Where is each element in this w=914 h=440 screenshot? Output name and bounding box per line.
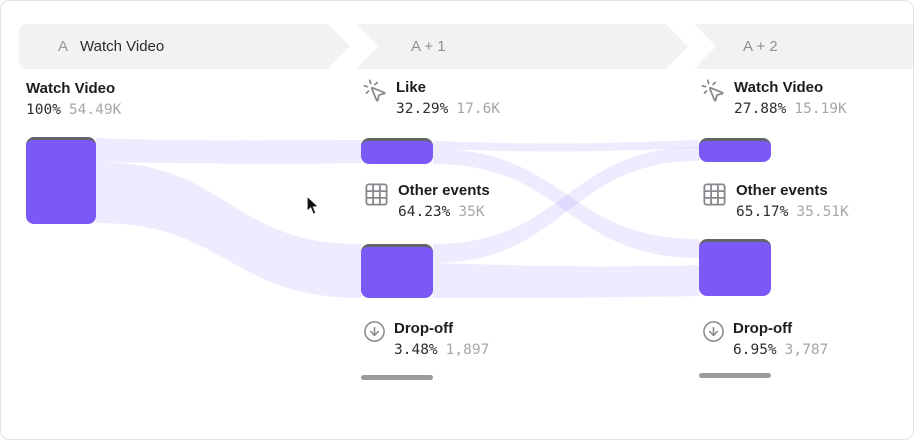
event-stats: 100% 54.49K (26, 101, 121, 120)
event-count: 35K (458, 204, 485, 220)
step-letter-badge: A (58, 38, 69, 55)
dropoff-bar-step1 (361, 375, 433, 380)
event-name: Watch Video (734, 79, 824, 96)
event-percent: 27.88% (734, 101, 787, 117)
grid-events-icon (363, 181, 390, 213)
breadcrumb-step-a1[interactable]: A + 1 (356, 24, 688, 69)
event-label-like-step1[interactable]: Like 32.29% 17.6K (362, 78, 500, 119)
event-label-other-events-step1[interactable]: Other events 64.23% 35K (363, 181, 490, 222)
event-percent: 32.29% (396, 101, 449, 117)
event-percent: 64.23% (398, 204, 451, 220)
event-count: 15.19K (794, 101, 847, 117)
node-like-step1[interactable] (361, 138, 433, 164)
event-percent: 3.48% (394, 342, 438, 358)
dropoff-bar-step2 (699, 373, 771, 378)
event-name: Other events (398, 182, 490, 199)
event-label-other-events-step2[interactable]: Other events 65.17% 35.51K (701, 181, 849, 222)
event-percent: 65.17% (736, 204, 789, 220)
node-watch-video-step0[interactable] (26, 137, 96, 224)
event-percent: 6.95% (733, 342, 777, 358)
flow-watchvideo-to-like (96, 138, 361, 164)
node-other-events-step1[interactable] (361, 244, 433, 298)
event-name: Watch Video (26, 80, 116, 97)
node-watch-video-step2[interactable] (699, 138, 771, 162)
mouse-cursor (306, 195, 320, 216)
breadcrumb-step-a[interactable]: A Watch Video (19, 24, 350, 69)
breadcrumb-step-label: A + 1 (411, 38, 446, 55)
event-label-drop-off-step1[interactable]: Drop-off 3.48% 1,897 (363, 319, 489, 360)
flow-like-to-otherevents2 (433, 149, 699, 258)
event-stats: 27.88% 15.19K (734, 100, 847, 119)
flow-watchvideo-to-otherevents (96, 162, 361, 298)
flow-like-to-watchvideo2 (433, 140, 699, 152)
event-count: 17.6K (456, 101, 501, 117)
flow-otherevents-to-otherevents2 (433, 263, 699, 298)
event-label-drop-off-step2[interactable]: Drop-off 6.95% 3,787 (702, 319, 828, 360)
breadcrumb-step-label: Watch Video (80, 38, 165, 55)
click-event-icon (700, 78, 726, 109)
event-label-watch-video-step0[interactable]: Watch Video 100% 54.49K (26, 79, 121, 120)
node-other-events-step2[interactable] (699, 239, 771, 296)
event-count: 54.49K (68, 102, 122, 118)
event-count: 35.51K (796, 204, 849, 220)
event-stats: 32.29% 17.6K (396, 100, 500, 119)
event-name: Like (396, 79, 427, 96)
event-stats: 3.48% 1,897 (394, 341, 489, 360)
event-stats: 6.95% 3,787 (733, 341, 828, 360)
event-count: 3,787 (784, 342, 829, 358)
event-label-watch-video-step2[interactable]: Watch Video 27.88% 15.19K (700, 78, 847, 119)
event-count: 1,897 (445, 342, 490, 358)
flow-otherevents-to-watchvideo2 (433, 147, 699, 263)
event-stats: 65.17% 35.51K (736, 203, 849, 222)
event-name: Other events (736, 182, 828, 199)
drop-off-icon (702, 320, 725, 348)
event-percent: 100% (26, 102, 61, 118)
breadcrumb-step-label: A + 2 (743, 38, 778, 55)
breadcrumb-step-a2[interactable]: A + 2 (694, 24, 913, 69)
event-name: Drop-off (733, 320, 793, 337)
click-event-icon (362, 78, 388, 109)
grid-events-icon (701, 181, 728, 213)
drop-off-icon (363, 320, 386, 348)
event-stats: 64.23% 35K (398, 203, 490, 222)
event-name: Drop-off (394, 320, 454, 337)
